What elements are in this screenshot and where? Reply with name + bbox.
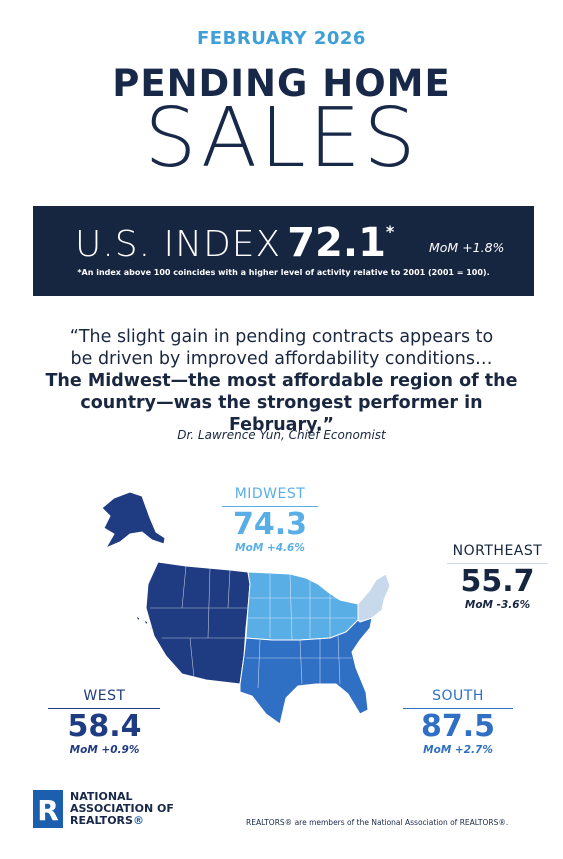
west-mom: MoM +0.9% (69, 744, 140, 756)
west-rule (48, 708, 160, 709)
midwest-rule (222, 506, 318, 507)
northeast-value: 55.7 (460, 564, 535, 599)
northeast-label: NORTHEAST (452, 543, 543, 559)
quote-line-2: be driven by improved affordability cond… (70, 349, 493, 369)
south-label: SOUTH (432, 688, 484, 704)
nar-logo-text: NATIONAL ASSOCIATION OF REALTORS® (70, 791, 174, 827)
midwest-region-shape (245, 571, 359, 641)
west-value: 58.4 (67, 709, 142, 744)
us-index-label: U.S. INDEX (75, 224, 282, 265)
south-rule (403, 708, 513, 709)
report-month: FEBRUARY 2026 (197, 28, 366, 49)
logo-realtors: REALTORS (70, 814, 133, 827)
west-label: WEST (83, 688, 126, 704)
logo-line-1: NATIONAL (70, 790, 133, 803)
logo-line-2: ASSOCIATION OF (70, 802, 174, 815)
midwest-label: MIDWEST (234, 486, 306, 502)
quote-line-3: The Midwest—the most affordable region o… (45, 371, 518, 391)
us-index-asterisk: * (385, 222, 395, 241)
title-line-2: SALES (144, 91, 419, 186)
midwest-value: 74.3 (232, 507, 308, 542)
us-index-line: U.S. INDEX 72.1* (75, 220, 394, 266)
realtor-r-logo-icon: R (33, 790, 63, 828)
us-index-mom: MoM +1.8% (429, 240, 505, 255)
northeast-rule (447, 563, 548, 564)
us-region-map (101, 491, 390, 725)
quote-line-4: country—was the strongest performer in F… (80, 393, 483, 435)
midwest-mom: MoM +4.6% (235, 542, 305, 554)
us-index-value: 72.1 (287, 220, 386, 266)
northeast-region-shape (357, 573, 390, 623)
quote-line-1: “The slight gain in pending contracts ap… (69, 327, 494, 347)
economist-quote: “The slight gain in pending contracts ap… (30, 326, 533, 436)
south-value: 87.5 (420, 709, 496, 744)
south-region-shape (239, 617, 373, 725)
northeast-mom: MoM -3.6% (464, 599, 531, 611)
footer-disclaimer: REALTORS® are members of the National As… (246, 818, 509, 827)
logo-line-3: REALTORS® (70, 815, 174, 827)
title-line-1: PENDING HOME (112, 62, 451, 105)
svg-text:R: R (37, 794, 59, 827)
south-mom: MoM +2.7% (423, 744, 493, 756)
us-index-footnote: *An index above 100 coincides with a hig… (77, 268, 490, 277)
west-region-shape (145, 561, 251, 685)
alaska-shape (101, 491, 166, 550)
us-index-banner: U.S. INDEX 72.1* MoM +1.8% *An index abov… (33, 206, 534, 296)
quote-attribution: Dr. Lawrence Yun, Chief Economist (177, 428, 386, 442)
logo-registered-mark: ® (132, 814, 144, 827)
